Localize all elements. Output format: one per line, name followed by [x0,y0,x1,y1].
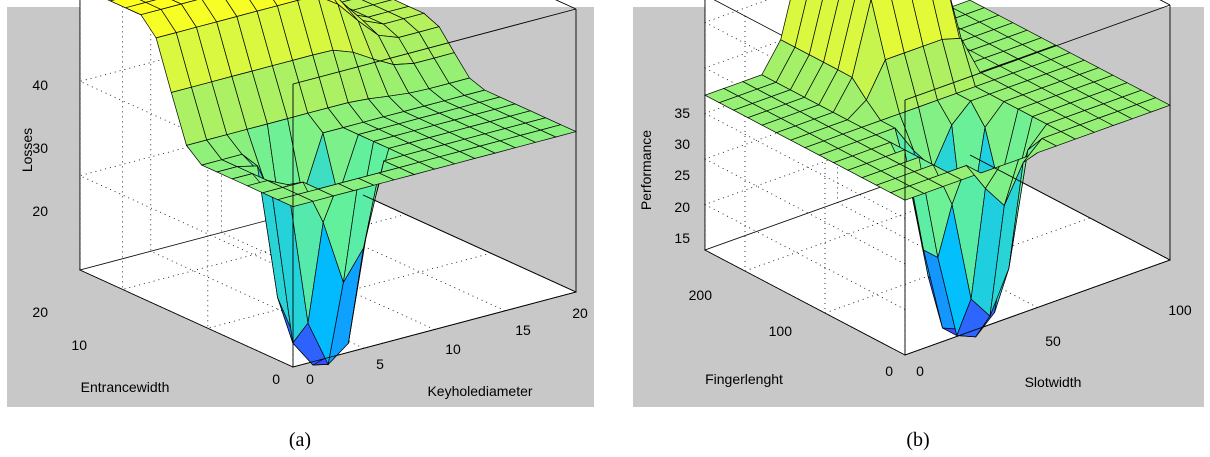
a-z-tick-40: 40 [32,77,48,93]
a-x-tick-20: 20 [572,305,588,321]
panel-a-front-box [292,0,577,368]
a-box-edge-0 [292,291,577,368]
a-box-edge-3 [292,8,577,85]
b-x-tick-100: 100 [1168,302,1192,318]
panel-b: 35 30 25 20 15 Performance 200 100 0 Fin… [633,0,1204,407]
a-y-tick-20: 20 [32,304,48,320]
b-x-tick-50: 50 [1045,333,1061,349]
b-box-edge-4 [1159,0,1171,6]
a-box-edge-1 [362,194,577,293]
a-x-axis-label: Keyholediameter [427,383,532,399]
b-y-axis-label: Fingerlenght [705,371,783,387]
b-box-xgrid-0 [704,0,906,356]
b-z-tick-25: 25 [674,167,690,183]
a-y-axis-label: Entrancewidth [81,379,170,395]
b-box-edge-1 [969,154,1171,261]
b-surface-cell-13-0 [1135,97,1171,113]
b-box-zgrid-1 [704,63,971,265]
a-y-tick-0: 0 [272,371,280,387]
b-x-axis-label: Slotwidth [1025,374,1082,390]
a-x-tick-0: 0 [306,371,314,387]
b-box-zgrid-0 [704,109,971,310]
b-z-tick-30: 30 [674,136,690,152]
caption-b: (b) [906,429,929,451]
a-surface-cell-13-0 [539,124,578,138]
panel-b-surface [704,0,1171,338]
b-z-axis-label: Performance [638,130,654,210]
b-z-tick-20: 20 [674,199,690,215]
b-y-tick-100: 100 [769,323,793,339]
a-x-tick-10: 10 [445,341,461,357]
b-z-tick-15: 15 [674,230,690,246]
a-x-tick-15: 15 [515,322,531,338]
panel-a-surface [107,0,578,366]
b-x-tick-0: 0 [916,363,924,379]
b-surface-cell-4-13 [780,0,807,48]
b-box-edge-0 [904,259,1171,356]
a-x-tick-5: 5 [376,356,384,372]
b-box-edge-3 [904,4,1171,101]
b-y-tick-0: 0 [885,363,893,379]
b-z-tick-35: 35 [674,105,690,121]
panel-b-front-box [904,0,1171,356]
a-z-axis-label: Losses [19,128,35,172]
a-z-tick-20: 20 [32,203,48,219]
caption-a: (a) [289,429,311,451]
b-box-zgrid-2 [704,18,971,219]
a-y-tick-10: 10 [71,337,87,353]
panel-a: 40 30 20 Losses 20 10 0 Entrancewidth 0 … [7,0,594,407]
b-y-tick-200: 200 [689,287,713,303]
a-z-tick-30: 30 [32,140,48,156]
